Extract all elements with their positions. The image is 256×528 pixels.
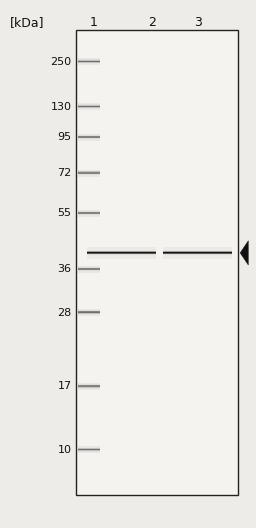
Bar bbox=[78, 271, 100, 272]
Bar bbox=[78, 58, 100, 59]
Bar bbox=[78, 267, 100, 268]
Text: 10: 10 bbox=[58, 445, 72, 455]
Bar bbox=[78, 266, 100, 267]
Bar bbox=[78, 104, 100, 105]
Bar bbox=[78, 106, 100, 107]
Bar bbox=[78, 60, 100, 61]
Text: 17: 17 bbox=[58, 382, 72, 391]
Text: 72: 72 bbox=[57, 168, 72, 178]
Bar bbox=[78, 270, 100, 271]
Bar bbox=[78, 62, 100, 63]
Bar bbox=[78, 310, 100, 311]
Bar bbox=[78, 59, 100, 60]
Bar bbox=[78, 309, 100, 310]
Bar bbox=[78, 311, 100, 312]
Bar bbox=[76, 30, 238, 495]
Bar bbox=[78, 451, 100, 452]
Text: 3: 3 bbox=[195, 16, 202, 29]
Bar bbox=[78, 134, 100, 135]
Bar bbox=[78, 452, 100, 453]
Bar bbox=[78, 215, 100, 216]
Bar bbox=[78, 312, 100, 313]
Bar bbox=[78, 386, 100, 387]
Bar bbox=[78, 211, 100, 212]
Text: 1: 1 bbox=[90, 16, 97, 29]
Bar bbox=[78, 107, 100, 108]
Bar bbox=[78, 385, 100, 386]
Bar bbox=[78, 139, 100, 140]
Bar bbox=[78, 387, 100, 388]
Text: 36: 36 bbox=[58, 265, 72, 274]
Bar bbox=[78, 314, 100, 315]
Bar bbox=[78, 449, 100, 450]
Bar bbox=[78, 135, 100, 136]
Bar bbox=[78, 61, 100, 62]
Text: [kDa]: [kDa] bbox=[10, 16, 45, 29]
Bar bbox=[78, 171, 100, 172]
Bar bbox=[78, 108, 100, 109]
Bar bbox=[78, 175, 100, 176]
Bar bbox=[78, 212, 100, 213]
Bar bbox=[78, 103, 100, 104]
Bar bbox=[78, 450, 100, 451]
Text: 2: 2 bbox=[148, 16, 156, 29]
Bar bbox=[78, 315, 100, 316]
Bar bbox=[78, 447, 100, 448]
Bar bbox=[78, 383, 100, 384]
Bar bbox=[78, 213, 100, 214]
Bar bbox=[78, 174, 100, 175]
Bar bbox=[78, 173, 100, 174]
Bar bbox=[78, 389, 100, 390]
Bar bbox=[78, 109, 100, 110]
Bar bbox=[78, 384, 100, 385]
Bar bbox=[78, 64, 100, 65]
Bar bbox=[78, 172, 100, 173]
Bar bbox=[78, 63, 100, 64]
Text: 28: 28 bbox=[57, 308, 72, 317]
Bar bbox=[78, 268, 100, 269]
Text: 95: 95 bbox=[58, 133, 72, 142]
Bar bbox=[78, 313, 100, 314]
Text: 250: 250 bbox=[50, 57, 72, 67]
Bar bbox=[78, 137, 100, 138]
Bar bbox=[78, 269, 100, 270]
Bar bbox=[78, 210, 100, 211]
Bar bbox=[78, 136, 100, 137]
Bar bbox=[78, 388, 100, 389]
Bar bbox=[78, 448, 100, 449]
Bar bbox=[78, 169, 100, 171]
Bar bbox=[78, 105, 100, 106]
Polygon shape bbox=[240, 241, 248, 265]
Bar bbox=[78, 138, 100, 139]
Text: 55: 55 bbox=[58, 209, 72, 218]
Bar bbox=[78, 214, 100, 215]
Text: 130: 130 bbox=[51, 102, 72, 111]
